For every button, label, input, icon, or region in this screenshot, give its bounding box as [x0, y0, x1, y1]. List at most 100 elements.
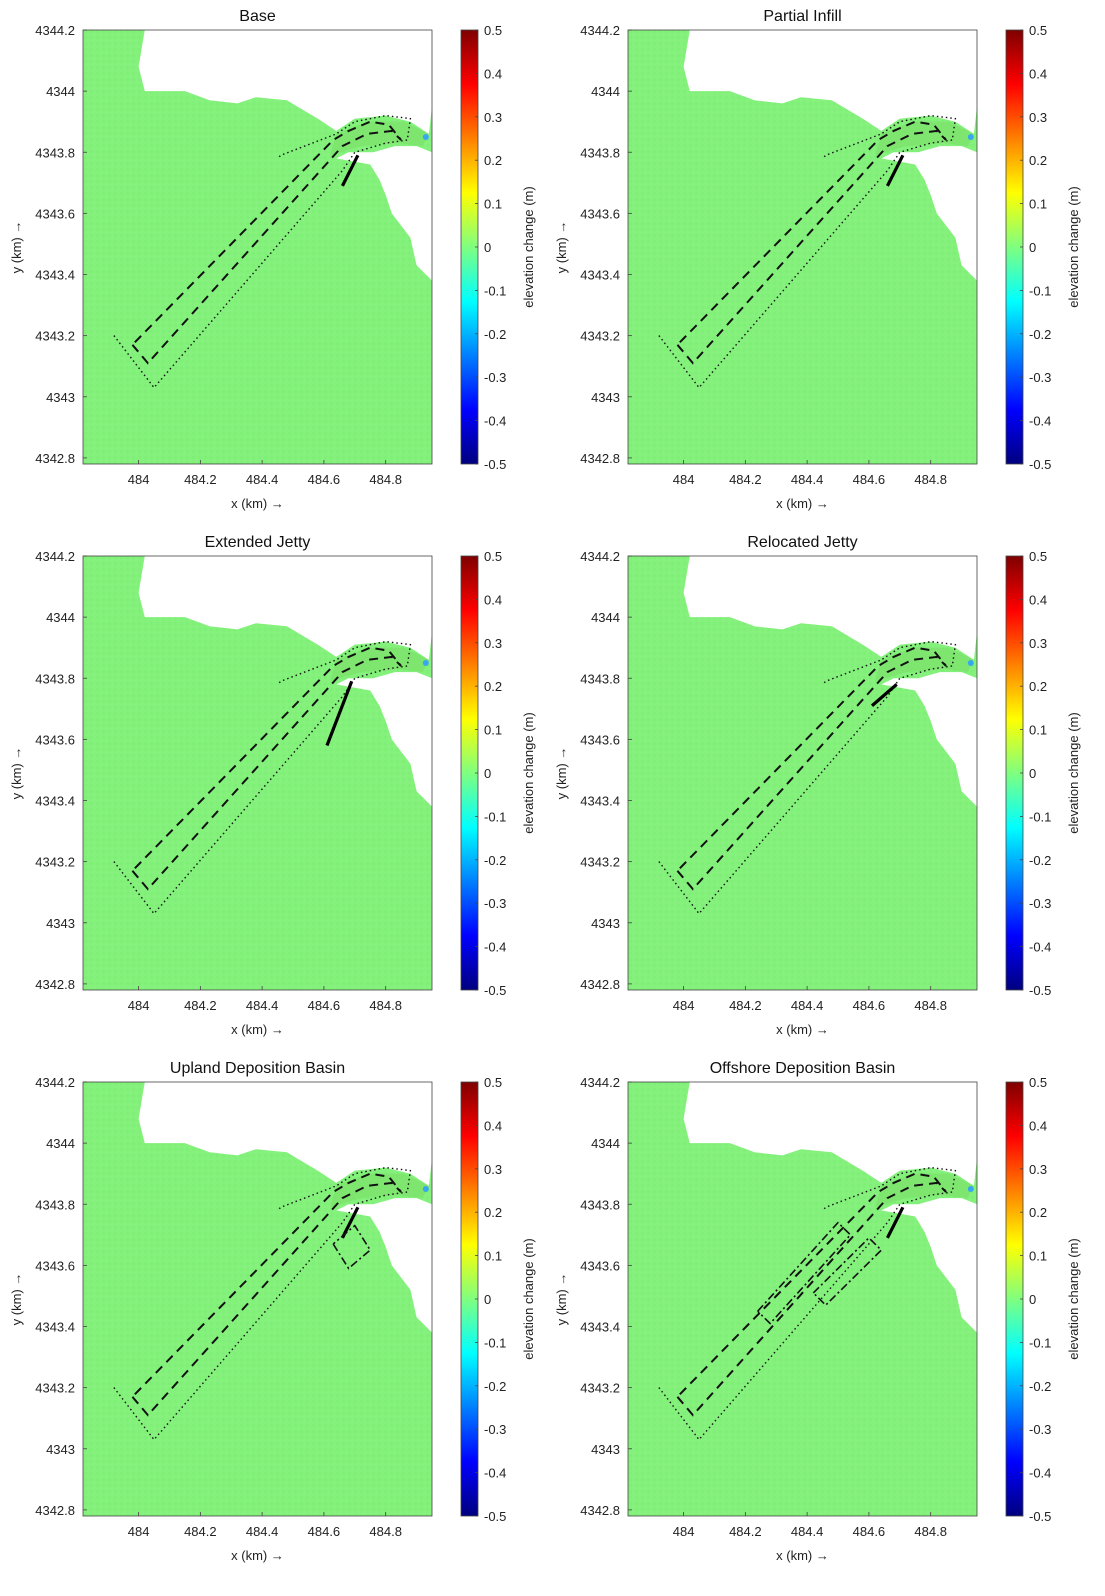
channel-dredge-boundary — [676, 646, 947, 891]
y-tick-label: 4343.8 — [580, 671, 620, 686]
axes-frame — [627, 29, 978, 465]
y-tick-label: 4344.2 — [580, 23, 620, 38]
y-tick-label: 4343.6 — [35, 1258, 75, 1273]
y-tick-label: 4344.2 — [580, 549, 620, 564]
channel-dredge-boundary — [676, 1172, 947, 1417]
x-tick-label: 484.4 — [246, 1524, 279, 1539]
colorbar-tick-label: -0.5 — [1029, 983, 1051, 998]
jetty-line — [886, 154, 905, 187]
chart-panel: Offshore Deposition Basin 484 484.2 484.4 48… — [554, 1060, 1081, 1563]
colorbar-tick-label: 0.1 — [484, 1249, 502, 1264]
panel-title: Partial Infill — [763, 8, 841, 25]
y-tick-label: 4342.8 — [35, 1503, 75, 1518]
colorbar-tick-label: 0.2 — [484, 679, 502, 694]
y-tick-label: 4343 — [591, 1442, 620, 1457]
colorbar-tick-label: 0.5 — [484, 549, 502, 564]
colorbar-tick-label: 0.4 — [1029, 66, 1047, 81]
colorbar-tick-label: 0.4 — [484, 592, 502, 607]
colorbar-tick-label: 0.2 — [484, 153, 502, 168]
y-axis-label: y (km) → — [9, 221, 24, 274]
jetty-line — [325, 680, 354, 747]
x-axis-label: x (km) → — [776, 1548, 829, 1563]
inlet-channel — [330, 647, 429, 682]
colorbar-tick-label: -0.2 — [484, 1379, 506, 1394]
land-lower — [881, 672, 977, 807]
jetty-line — [341, 1206, 360, 1239]
y-tick-label: 4344 — [591, 1136, 620, 1151]
colorbar-tick-label: -0.5 — [484, 457, 506, 472]
colorbar-tick-label: -0.3 — [484, 370, 506, 385]
x-tick-label: 484 — [673, 998, 695, 1013]
y-tick-label: 4344 — [591, 84, 620, 99]
y-tick-label: 4343.6 — [35, 206, 75, 221]
x-tick-label: 484.2 — [184, 472, 217, 487]
x-tick-label: 484 — [673, 472, 695, 487]
y-tick-label: 4343.8 — [580, 1197, 620, 1212]
colorbar-tick-label: 0.5 — [1029, 23, 1047, 38]
colorbar-tick-label: -0.2 — [1029, 1379, 1051, 1394]
y-tick-label: 4343.6 — [580, 732, 620, 747]
colorbar-tick-label: 0.4 — [1029, 592, 1047, 607]
y-tick-label: 4344 — [46, 84, 75, 99]
land-upper — [138, 1082, 432, 1186]
channel-dredge-boundary — [131, 1172, 402, 1417]
jetty-line — [886, 1206, 905, 1239]
scour-spot — [967, 1185, 974, 1192]
colorbar-tick-label: -0.5 — [1029, 1509, 1051, 1524]
x-tick-label: 484.4 — [791, 998, 824, 1013]
x-tick-label: 484 — [673, 1524, 695, 1539]
inlet-channel — [875, 121, 974, 156]
colorbar-tick-label: -0.2 — [1029, 853, 1051, 868]
colorbar-tick-label: -0.1 — [484, 1335, 506, 1350]
y-tick-label: 4344 — [46, 1136, 75, 1151]
y-axis-label: y (km) → — [9, 747, 24, 800]
colorbar-tick-label: -0.1 — [1029, 283, 1051, 298]
colorbar-tick-label: 0.5 — [484, 23, 502, 38]
colorbar-tick-label: -0.2 — [484, 853, 506, 868]
channel-dredge-boundary — [676, 120, 947, 365]
colorbar-tick-label: 0.3 — [484, 636, 502, 651]
colorbar-tick-label: 0.1 — [1029, 197, 1047, 212]
colorbar-tick-label: -0.2 — [1029, 327, 1051, 342]
land-lower — [881, 146, 977, 281]
colorbar-tick-label: 0.2 — [1029, 679, 1047, 694]
y-tick-label: 4343.2 — [35, 329, 75, 344]
colorbar-tick-label: 0.3 — [484, 110, 502, 125]
colorbar-tick-label: 0.4 — [484, 1118, 502, 1133]
inlet-channel — [330, 121, 429, 156]
chart-panel: Extended Jetty 484 484.2 484.4 484.6 484.8 434… — [9, 534, 536, 1037]
scour-spot — [422, 659, 429, 666]
colorbar-tick-label: -0.5 — [484, 1509, 506, 1524]
x-tick-label: 484.8 — [369, 472, 402, 487]
colorbar-tick-label: -0.3 — [1029, 370, 1051, 385]
x-axis-label: x (km) → — [231, 1022, 284, 1037]
x-tick-label: 484.8 — [914, 1524, 947, 1539]
panel-title: Offshore Deposition Basin — [710, 1060, 896, 1077]
x-tick-label: 484.2 — [729, 1524, 762, 1539]
x-tick-label: 484.2 — [184, 1524, 217, 1539]
x-tick-label: 484.2 — [729, 472, 762, 487]
y-tick-label: 4343.4 — [580, 794, 620, 809]
colorbar-tick-label: 0.4 — [1029, 1118, 1047, 1133]
colorbar-tick-label: -0.1 — [1029, 809, 1051, 824]
y-tick-label: 4342.8 — [580, 451, 620, 466]
y-axis-label: y (km) → — [554, 747, 569, 800]
x-tick-label: 484.6 — [308, 998, 341, 1013]
deposition-basin — [757, 1221, 852, 1325]
deposition-basin — [812, 1236, 883, 1307]
inlet-channel — [875, 1173, 974, 1208]
y-tick-label: 4343.4 — [35, 1320, 75, 1335]
colorbar-tick-label: -0.4 — [484, 940, 506, 955]
colorbar-label: elevation change (m) — [1066, 712, 1081, 833]
land-lower — [336, 146, 432, 281]
x-tick-label: 484.6 — [853, 1524, 886, 1539]
channel-dredge-boundary — [131, 646, 402, 891]
y-tick-label: 4344 — [591, 610, 620, 625]
colorbar-tick-label: 0.5 — [1029, 549, 1047, 564]
colorbar-tick-label: 0 — [484, 766, 491, 781]
colorbar-tick-label: 0 — [484, 240, 491, 255]
y-tick-label: 4343.2 — [580, 855, 620, 870]
channel-dredge-boundary — [131, 120, 402, 365]
y-tick-label: 4343 — [591, 390, 620, 405]
colorbar-tick-label: 0.2 — [1029, 1205, 1047, 1220]
